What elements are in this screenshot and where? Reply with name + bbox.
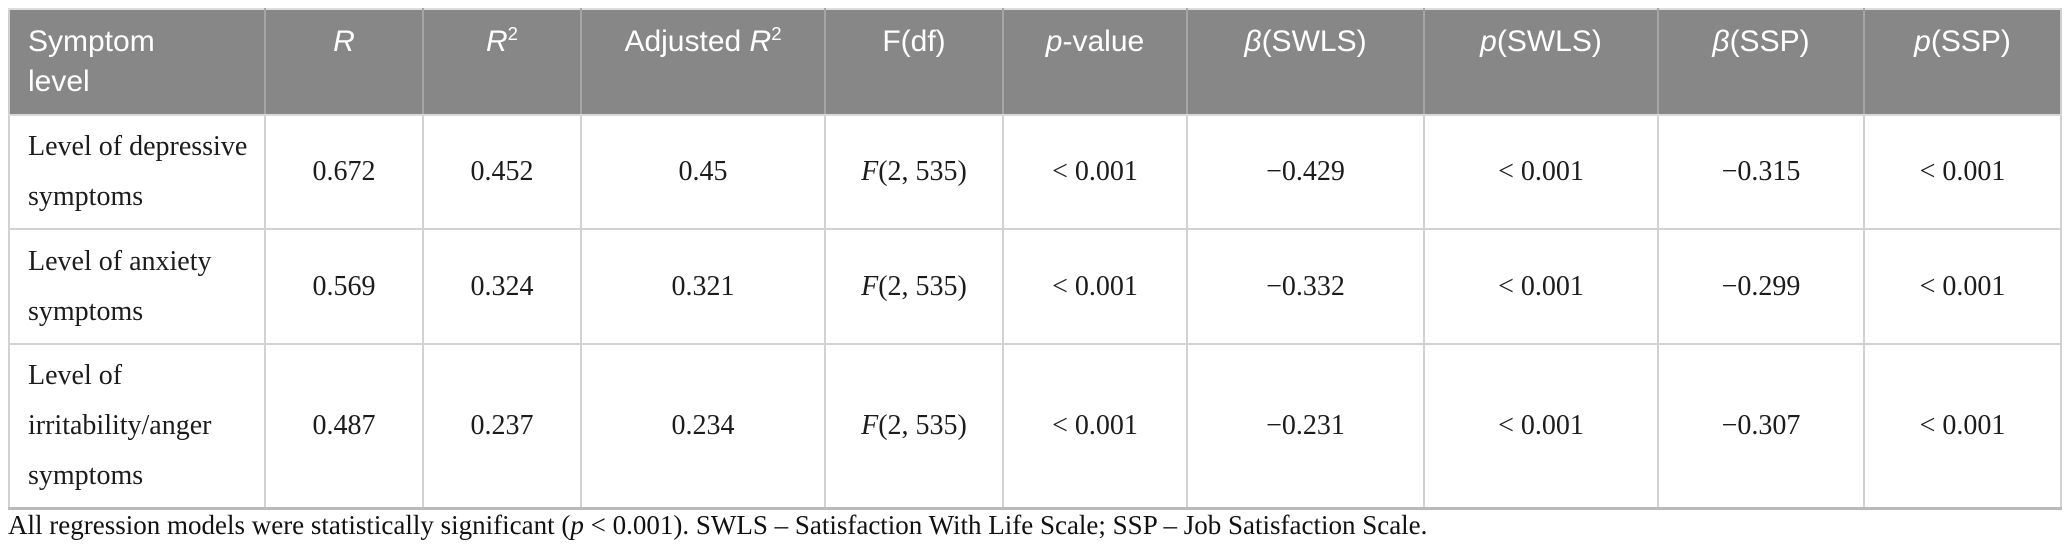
col-header-r-squared: R2	[422, 9, 581, 116]
cell-f-df: F(2, 535)	[824, 343, 1004, 510]
cell-beta-swls: −0.332	[1186, 228, 1425, 345]
cell-symptom-label: Level of depressive symptoms	[8, 114, 266, 230]
cell-beta-swls: −0.429	[1186, 114, 1425, 230]
cell-symptom-label: Level of anxiety symptoms	[8, 228, 266, 345]
col-header-beta-swls: β(SWLS)	[1186, 9, 1424, 116]
cell-beta-swls: −0.231	[1186, 343, 1425, 510]
cell-symptom-label: Level of irritability/anger symptoms	[8, 343, 266, 510]
footnote-text: < 0.001). SWLS – Satisfaction With Life …	[583, 510, 1428, 540]
cell-adjusted-r-squared: 0.321	[580, 228, 826, 345]
cell-p-swls: < 0.001	[1423, 114, 1659, 230]
cell-p-swls: < 0.001	[1423, 343, 1659, 510]
cell-adjusted-r-squared: 0.45	[580, 114, 826, 230]
cell-adjusted-r-squared: 0.234	[580, 343, 826, 510]
col-header-symptom-level: Symptom level	[9, 9, 265, 116]
col-header-r: R	[264, 9, 423, 116]
cell-beta-ssp: −0.299	[1657, 228, 1865, 345]
cell-r-squared: 0.324	[422, 228, 582, 345]
col-header-p-ssp: p(SSP)	[1863, 9, 2061, 116]
col-header-beta-ssp: β(SSP)	[1657, 9, 1864, 116]
cell-p-value: < 0.001	[1002, 114, 1188, 230]
cell-p-ssp: < 0.001	[1863, 343, 2062, 510]
cell-p-value: < 0.001	[1002, 343, 1188, 510]
table-footnote: All regression models were statistically…	[8, 508, 1427, 542]
cell-f-df: F(2, 535)	[824, 228, 1004, 345]
footnote-p-symbol: p	[570, 510, 584, 540]
regression-results-table: Symptom level R R2 Adjusted R2 F(df) p-v…	[8, 8, 2062, 510]
cell-p-swls: < 0.001	[1423, 228, 1659, 345]
cell-r-squared: 0.237	[422, 343, 582, 510]
col-header-f-df: F(df)	[824, 9, 1003, 116]
cell-beta-ssp: −0.315	[1657, 114, 1865, 230]
col-header-adjusted-r-squared: Adjusted R2	[580, 9, 825, 116]
footnote-text: All regression models were statistically…	[8, 510, 571, 540]
cell-p-value: < 0.001	[1002, 228, 1188, 345]
cell-beta-ssp: −0.307	[1657, 343, 1865, 510]
cell-r-squared: 0.452	[422, 114, 582, 230]
cell-f-df: F(2, 535)	[824, 114, 1004, 230]
table-row-depressive: Level of depressive symptoms 0.672 0.452…	[8, 114, 2062, 230]
cell-r: 0.672	[264, 114, 424, 230]
table-header-row: Symptom level R R2 Adjusted R2 F(df) p-v…	[9, 9, 2061, 116]
table-row-anxiety: Level of anxiety symptoms 0.569 0.324 0.…	[8, 228, 2062, 345]
cell-p-ssp: < 0.001	[1863, 114, 2062, 230]
cell-p-ssp: < 0.001	[1863, 228, 2062, 345]
cell-r: 0.569	[264, 228, 424, 345]
table-row-irritability-anger: Level of irritability/anger symptoms 0.4…	[8, 343, 2062, 510]
cell-r: 0.487	[264, 343, 424, 510]
col-header-p-swls: p(SWLS)	[1423, 9, 1658, 116]
col-header-p-value: p-value	[1002, 9, 1187, 116]
